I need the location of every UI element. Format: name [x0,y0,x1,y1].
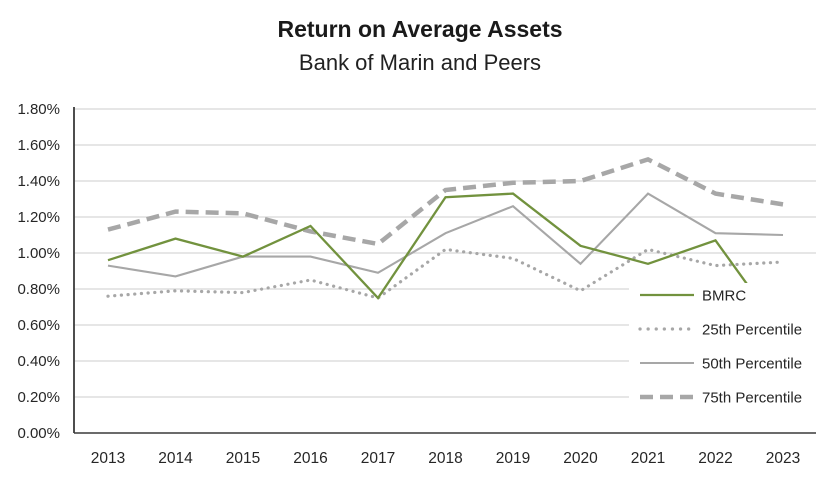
y-tick-label: 1.60% [17,137,60,154]
y-tick-label: 0.80% [17,281,60,298]
x-tick-label: 2014 [158,450,193,467]
legend-label: 75th Percentile [702,390,802,407]
x-tick-label: 2021 [631,450,665,467]
x-tick-label: 2022 [698,450,732,467]
x-tick-label: 2013 [91,450,125,467]
x-tick-label: 2017 [361,450,395,467]
series-line-bmrc [107,192,784,335]
legend-label: BMRC [702,288,746,305]
legend-background [629,283,817,417]
chart-subtitle: Bank of Marin and Peers [298,50,542,75]
legend-item-bmrc: BMRC [640,288,746,305]
x-tick-label: 2019 [496,450,530,467]
legend-label: 25th Percentile [702,322,802,339]
y-tick-label: 0.40% [17,353,60,370]
y-tick-label: 0.60% [17,317,60,334]
legend-item-25th-percentile: 25th Percentile [638,322,802,339]
series-line-75th-percentile [107,156,784,247]
legend-label: 50th Percentile [702,356,802,373]
legend-item-50th-percentile: 50th Percentile [640,356,802,373]
x-tick-label: 2020 [563,450,598,467]
x-tick-label: 2018 [428,450,462,467]
y-tick-label: 0.00% [17,425,60,442]
y-tick-label: 1.80% [17,101,60,118]
chart-title: Return on Average Assets [277,16,563,42]
x-tick-label: 2016 [293,450,327,467]
legend-item-75th-percentile: 75th Percentile [640,390,802,407]
y-tick-label: 1.40% [17,173,60,190]
legend: BMRC 25th Percentile 50th Percentile 75th P… [638,288,802,407]
series-line-50th-percentile [107,192,784,278]
y-tick-label: 1.20% [17,209,60,226]
x-tick-label: 2023 [766,450,800,467]
x-tick-label: 2015 [226,450,260,467]
y-tick-label: 1.00% [17,245,60,262]
y-tick-label: 0.20% [17,389,60,406]
